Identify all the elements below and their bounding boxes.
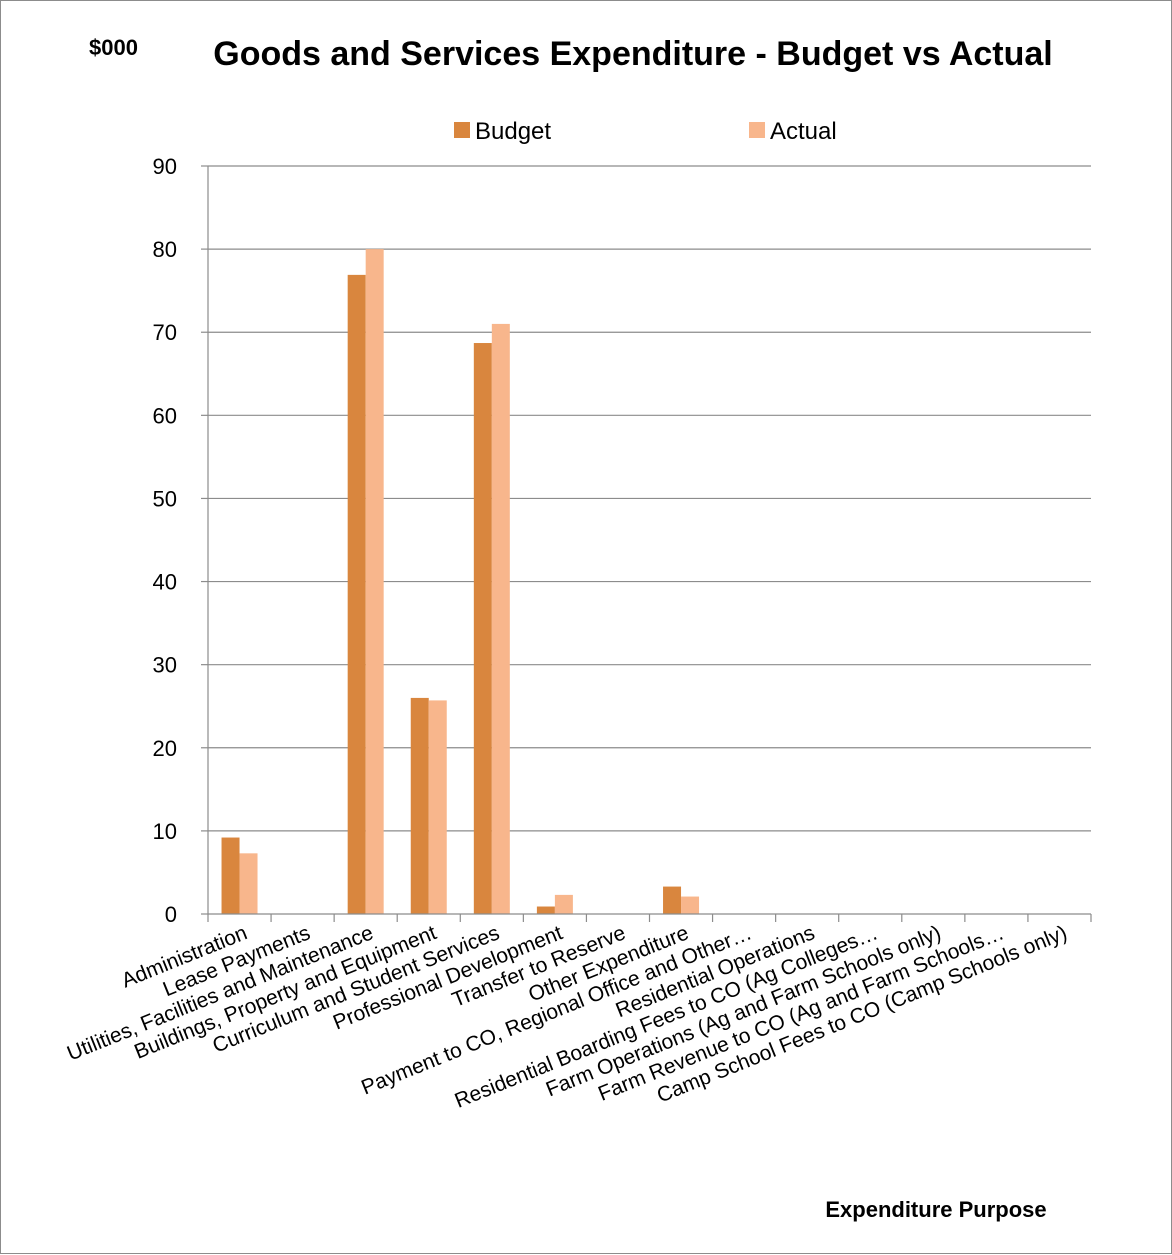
legend-label-actual: Actual xyxy=(770,118,837,145)
legend: Budget Actual xyxy=(454,118,837,145)
bar-budget-5 xyxy=(536,906,555,914)
bar-budget-3 xyxy=(410,697,429,914)
x-axis-label: Expenditure Purpose xyxy=(825,1197,1046,1222)
bar-actual-4 xyxy=(491,323,510,914)
bar-actual-7 xyxy=(681,896,700,914)
unit-label: $000 xyxy=(89,35,138,60)
y-tick-label: 0 xyxy=(165,902,177,927)
legend-label-budget: Budget xyxy=(475,118,551,145)
y-tick-label: 10 xyxy=(153,819,177,844)
y-tick-labels: 0 10 20 30 40 50 60 70 80 90 xyxy=(153,154,177,927)
axes xyxy=(207,166,1092,922)
y-tick-label: 80 xyxy=(153,237,177,262)
y-tick-label: 70 xyxy=(153,320,177,345)
gridlines xyxy=(201,165,1091,915)
legend-swatch-actual xyxy=(749,122,765,138)
chart-title: Goods and Services Expenditure - Budget … xyxy=(213,35,1053,73)
bar-budget-4 xyxy=(473,343,492,914)
bar-actual-0 xyxy=(239,853,258,914)
y-tick-label: 40 xyxy=(153,570,177,595)
y-tick-label: 30 xyxy=(153,653,177,678)
y-tick-label: 60 xyxy=(153,403,177,428)
y-tick-label: 90 xyxy=(153,154,177,179)
bar-actual-2 xyxy=(365,249,384,915)
bars xyxy=(221,249,700,915)
bar-budget-0 xyxy=(221,837,240,914)
bar-budget-2 xyxy=(347,274,366,914)
bar-actual-5 xyxy=(554,894,573,914)
bar-actual-3 xyxy=(428,700,447,914)
bar-budget-7 xyxy=(663,886,682,914)
y-tick-label: 20 xyxy=(153,736,177,761)
y-tick-label: 50 xyxy=(153,486,177,511)
legend-swatch-budget xyxy=(454,122,470,138)
